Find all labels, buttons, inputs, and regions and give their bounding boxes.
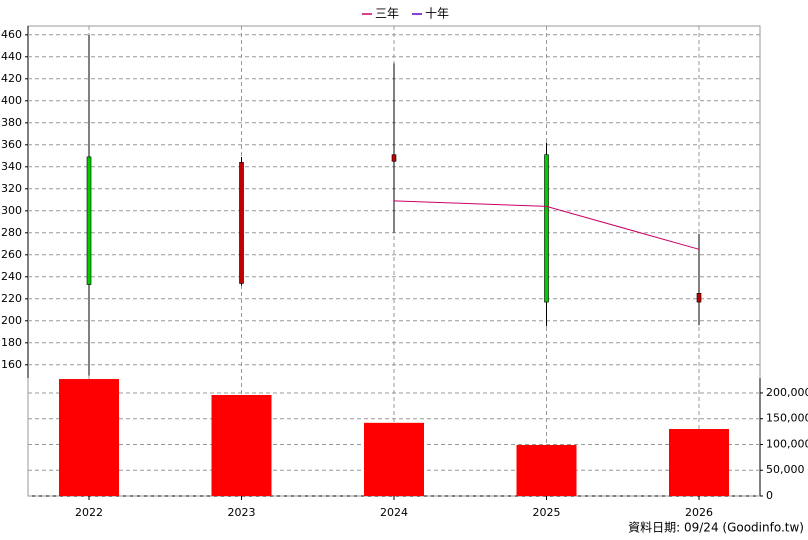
y2-tick-label: 200,000 (766, 386, 808, 399)
y-tick-label: 160 (1, 358, 22, 371)
y-tick-label: 460 (1, 28, 22, 41)
y2-tick-label: 0 (766, 489, 773, 502)
legend-label: 十年 (425, 7, 449, 21)
y-tick-label: 280 (1, 226, 22, 239)
x-tick-label: 2026 (685, 506, 713, 519)
x-tick-label: 2022 (75, 506, 103, 519)
candle-body (239, 162, 244, 284)
candle-body (391, 154, 397, 162)
y2-tick-label: 50,000 (766, 463, 805, 476)
candle-body (86, 156, 92, 285)
volume-bar (211, 395, 272, 496)
y-tick-label: 300 (1, 204, 22, 217)
y-tick-label: 240 (1, 270, 22, 283)
x-tick-label: 2025 (533, 506, 561, 519)
legend-label: 三年 (375, 7, 399, 21)
y-tick-label: 400 (1, 94, 22, 107)
x-tick-label: 2024 (380, 506, 408, 519)
y-tick-label: 360 (1, 138, 22, 151)
x-tick-label: 2023 (228, 506, 256, 519)
volume-bar (364, 422, 424, 496)
volume-bar (516, 444, 577, 496)
y-tick-label: 420 (1, 72, 22, 85)
y-tick-label: 180 (1, 336, 22, 349)
source-note: 資料日期: 09/24 (Goodinfo.tw) (628, 521, 804, 535)
y-tick-label: 340 (1, 160, 22, 173)
candle-body (544, 154, 549, 303)
y-tick-label: 200 (1, 314, 22, 327)
candle-body (696, 292, 702, 303)
volume-bar (59, 379, 119, 496)
y2-tick-label: 150,000 (766, 412, 808, 425)
y-tick-label: 380 (1, 116, 22, 129)
y-tick-label: 220 (1, 292, 22, 305)
y-tick-label: 440 (1, 50, 22, 63)
y-tick-label: 260 (1, 248, 22, 261)
y-tick-label: 320 (1, 182, 22, 195)
volume-bar (669, 429, 729, 496)
ma-line (393, 200, 700, 250)
y2-tick-label: 100,000 (766, 437, 808, 450)
